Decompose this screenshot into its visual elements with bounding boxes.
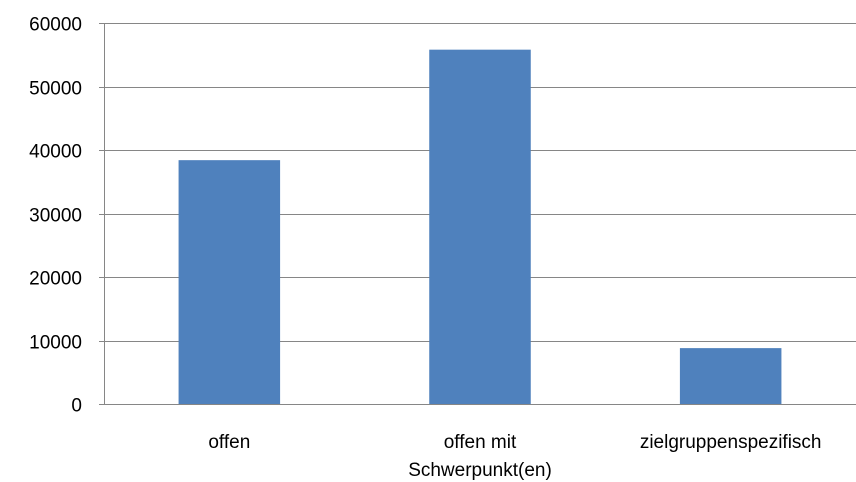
- axes: [99, 23, 856, 405]
- bars: [178, 49, 782, 405]
- y-tick-label: 0: [71, 396, 82, 417]
- y-tick-label: 30000: [29, 206, 82, 227]
- x-category-label-line: offen mit: [444, 432, 517, 453]
- x-category-label: zielgruppenspezifisch: [640, 432, 822, 453]
- x-category-labels: offen offen mit Schwerpunkt(en) zielgruppen…: [208, 432, 821, 481]
- x-category-label: offen: [208, 432, 250, 453]
- y-tick-label: 40000: [29, 142, 82, 163]
- bar-0: [178, 160, 281, 404]
- x-category-label: offen mit Schwerpunkt(en): [408, 432, 552, 481]
- bar-2: [679, 348, 782, 404]
- y-tick-labels: 0 10000 20000 30000 40000 50000 60000: [29, 15, 82, 417]
- y-tick-label: 10000: [29, 333, 82, 354]
- x-category-label-line: offen: [208, 432, 250, 453]
- x-category-label-line: zielgruppenspezifisch: [640, 432, 822, 453]
- bar-1: [429, 49, 531, 405]
- y-tick-label: 50000: [29, 79, 82, 100]
- y-tick-label: 20000: [29, 269, 82, 290]
- y-tick-label: 60000: [29, 15, 82, 36]
- x-category-label-line: Schwerpunkt(en): [408, 460, 552, 481]
